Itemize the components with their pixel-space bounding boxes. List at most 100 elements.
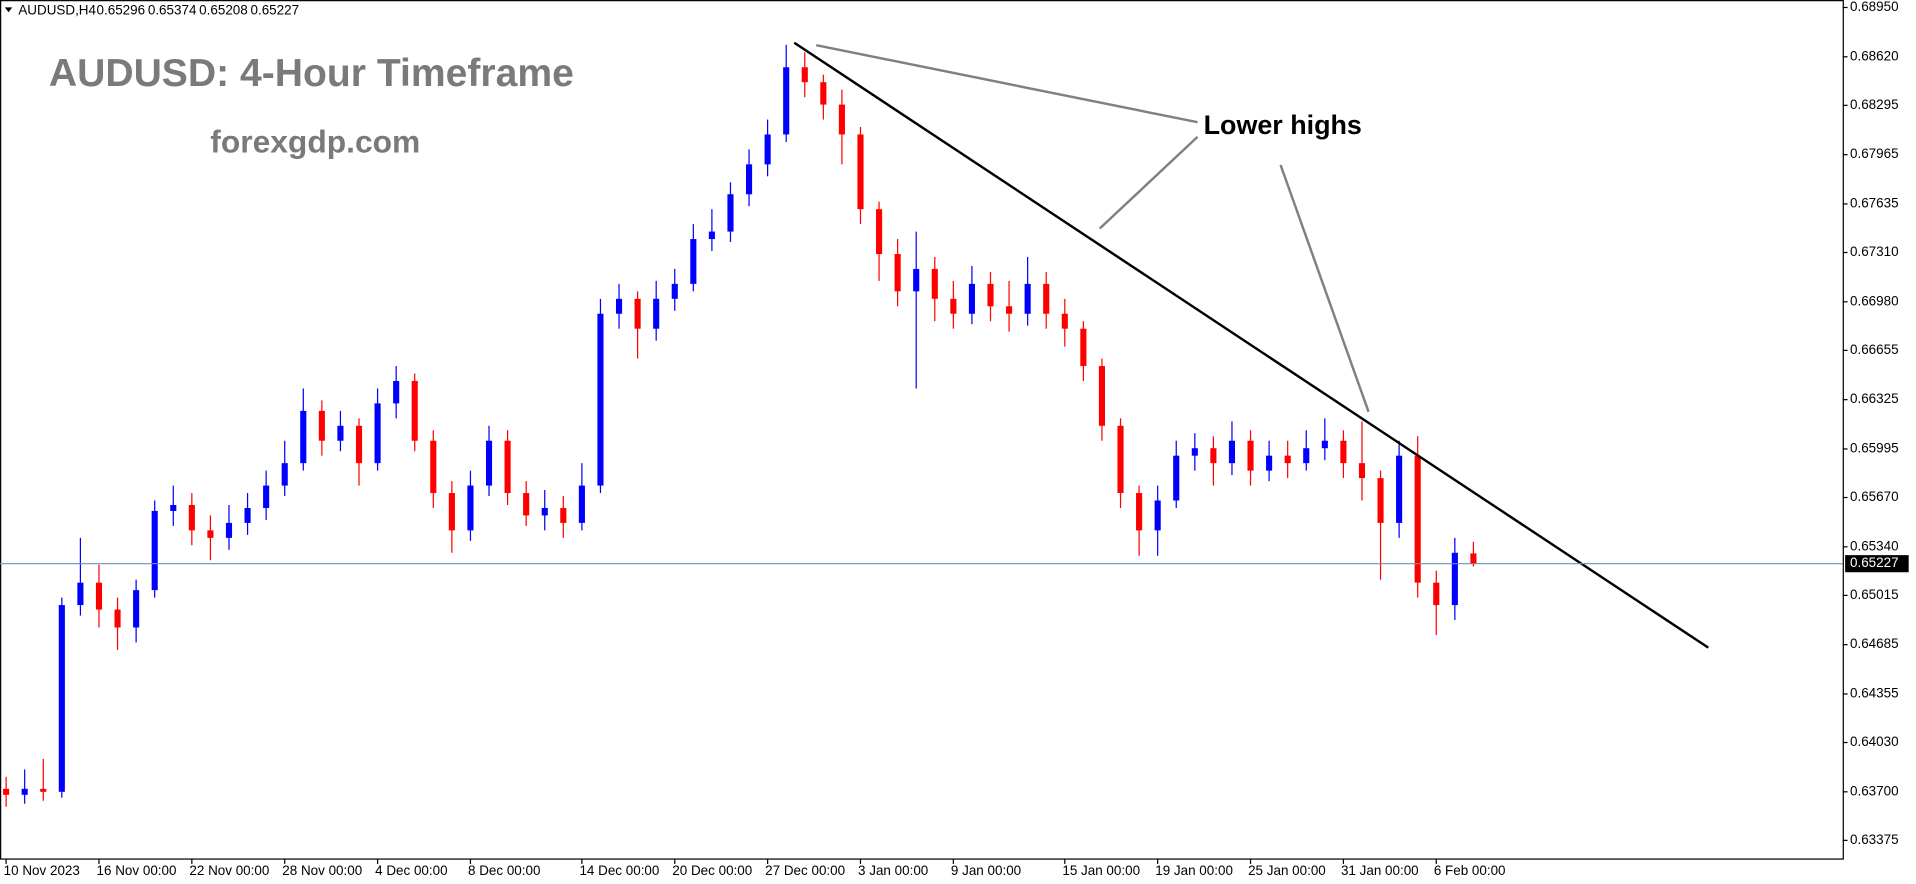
candle-body [523, 493, 530, 516]
candle-body [393, 380, 400, 404]
candle-body [281, 463, 288, 486]
candle-body [225, 522, 233, 538]
y-tick-label: 0.64685 [1850, 636, 1899, 651]
candle-body [3, 788, 10, 795]
x-tick-label: 19 Jan 00:00 [1155, 863, 1233, 878]
x-tick-label: 27 Dec 00:00 [765, 863, 845, 878]
candle-body [1266, 455, 1273, 471]
candle-body [1303, 448, 1310, 464]
candle-body [448, 493, 455, 531]
candle-body [1377, 478, 1384, 523]
candle-body [894, 253, 901, 292]
x-tick-label: 31 Jan 00:00 [1341, 863, 1419, 878]
candle-body [801, 67, 808, 83]
candle-body [1191, 448, 1198, 456]
header-open: 0.65296 [97, 3, 146, 18]
candle-body [597, 313, 604, 486]
candle-body [485, 440, 493, 486]
y-tick-label: 0.68620 [1850, 48, 1899, 63]
candle-body [1284, 455, 1291, 464]
candle-body [1414, 455, 1421, 583]
y-tick-label: 0.68295 [1850, 97, 1899, 112]
pointer-line [1279, 164, 1370, 413]
y-tick-label: 0.63375 [1850, 832, 1899, 847]
candle-body [1173, 455, 1180, 501]
current-price-box [1845, 555, 1909, 573]
candle-body [1358, 463, 1366, 479]
candle-body [1043, 283, 1050, 314]
menu-arrow[interactable] [4, 7, 13, 13]
candle-body [1470, 553, 1477, 564]
chart-subtitle: forexgdp.com [210, 124, 420, 160]
x-tick-label: 15 Jan 00:00 [1062, 863, 1140, 878]
y-tick-label: 0.66980 [1850, 293, 1899, 308]
candle-body [318, 410, 325, 441]
y-tick-label: 0.67635 [1850, 195, 1899, 210]
header-high: 0.65374 [148, 3, 197, 18]
y-tick-label: 0.64355 [1850, 686, 1899, 701]
candle-body [1247, 440, 1254, 471]
x-tick-label: 25 Jan 00:00 [1248, 863, 1326, 878]
annotation: Lower highs [1204, 110, 1362, 140]
header-close: 0.65227 [250, 3, 299, 18]
candle-body [1433, 582, 1440, 606]
candle-body [838, 104, 845, 135]
candle-body [21, 788, 28, 795]
pointer-line [1098, 135, 1199, 230]
candle-body [1321, 440, 1328, 449]
plot-frame [0, 0, 1844, 860]
x-tick-label: 22 Nov 00:00 [189, 863, 269, 878]
candle-body [1117, 425, 1124, 494]
candle-body [263, 485, 270, 508]
y-tick-label: 0.66325 [1850, 391, 1899, 406]
candle-body [690, 239, 697, 284]
candle-body [244, 507, 251, 523]
candle-body [1024, 283, 1031, 314]
candle-body [95, 582, 103, 610]
candle-body [541, 507, 548, 516]
candle-body [764, 134, 771, 165]
candles [3, 44, 1477, 807]
pointer-line [816, 44, 1198, 124]
x-tick-label: 20 Dec 00:00 [672, 863, 752, 878]
candle-body [467, 485, 474, 531]
candle-body [77, 582, 84, 606]
y-tick-label: 0.65340 [1850, 538, 1899, 553]
x-tick-label: 16 Nov 00:00 [97, 863, 177, 878]
candle-body [1006, 306, 1013, 314]
candle-body [931, 268, 938, 299]
candle-body [1061, 313, 1068, 329]
candle-body [151, 510, 158, 591]
x-tick-label: 6 Feb 00:00 [1434, 863, 1506, 878]
candle-body [857, 134, 864, 210]
candle-body [40, 788, 47, 792]
candle-body [300, 410, 307, 464]
x-tick-label: 10 Nov 2023 [4, 863, 80, 878]
candle-body [1228, 440, 1236, 464]
candle-body [188, 504, 195, 531]
y-tick-label: 0.66655 [1850, 342, 1899, 357]
trend-line [793, 41, 1709, 649]
candle-body [727, 194, 734, 232]
x-tick-label: 9 Jan 00:00 [951, 863, 1021, 878]
candle-body [374, 403, 381, 464]
candle-body [1136, 493, 1143, 531]
candle-body [615, 298, 623, 314]
candle-body [1098, 366, 1105, 426]
candle-body [708, 231, 715, 240]
candle-body [411, 380, 418, 441]
candle-body [783, 67, 790, 135]
candle-body [133, 590, 140, 628]
candle-body [430, 440, 437, 494]
candle-body [745, 164, 753, 195]
candle-body [114, 609, 121, 628]
candle-body [207, 530, 214, 538]
candle-body [876, 209, 883, 254]
candle-body [355, 425, 363, 464]
chart-title: AUDUSD: 4-Hour Timeframe [49, 52, 574, 95]
candle-body [1340, 440, 1347, 464]
candle-body [634, 298, 641, 329]
x-tick-label: 8 Dec 00:00 [468, 863, 540, 878]
